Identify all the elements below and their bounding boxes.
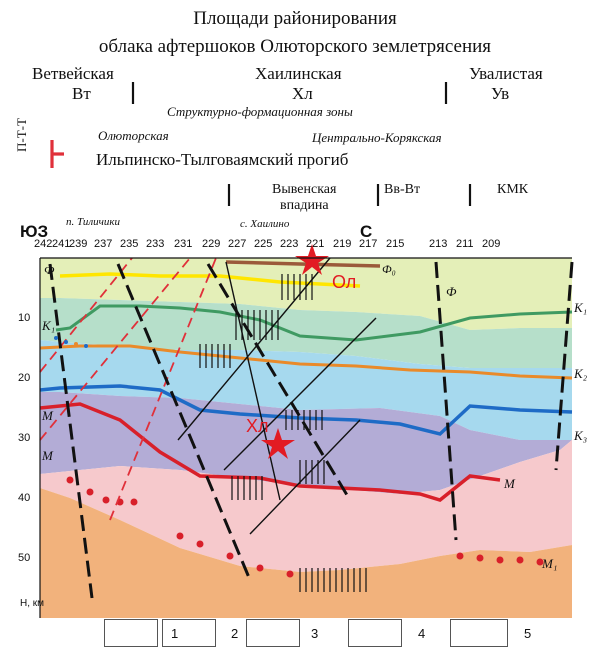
- layer-green: [40, 298, 572, 368]
- region-center-code: Хл: [292, 84, 313, 103]
- faults-red-dashed: [39, 257, 217, 521]
- depth-label: 50: [18, 552, 31, 564]
- legend-label-3: 3: [311, 626, 319, 641]
- boundary-m-red: [39, 402, 501, 502]
- label-m1-right: M₁: [542, 556, 558, 571]
- picket-label: 231: [174, 238, 193, 250]
- trough-label: Ильпинско-Тылговаямский прогиб: [96, 150, 349, 169]
- picket-label: 211: [456, 238, 474, 250]
- zone-east: Центрально-Корякская: [312, 130, 442, 145]
- boundary-phi0-brown: [225, 260, 381, 268]
- hatch-zone-2: [235, 310, 279, 340]
- hatch-zone-3: [199, 344, 231, 368]
- picket-label: 225: [254, 238, 273, 250]
- depth-label: 10: [18, 312, 31, 324]
- depth-label: 40: [18, 492, 31, 504]
- region-left-code: Вт: [72, 84, 91, 103]
- label-k3-right: K₃: [574, 428, 588, 443]
- layer-pink: [40, 440, 572, 572]
- picket-label: 221: [306, 238, 325, 250]
- picket-label: 237: [94, 238, 113, 250]
- depth-label: 30: [18, 432, 31, 444]
- zones-caption: Структурно-формационная зоны: [167, 104, 353, 119]
- faults-black-dashed: [48, 261, 574, 599]
- picket-label: 209: [482, 238, 501, 250]
- compass-left: ЮЗ: [20, 222, 49, 241]
- layer-stack: [40, 258, 572, 618]
- depth-label: 20: [18, 372, 31, 384]
- legend-box-1: [104, 619, 158, 647]
- structure-symbol-icon: [50, 140, 64, 168]
- label-phi-mid: Ф: [446, 284, 457, 299]
- zone-kmk: КМК: [497, 182, 529, 197]
- region-left-name: Ветвейская: [32, 64, 114, 83]
- picket-label: 215: [386, 238, 405, 250]
- hatch-zone-1: [281, 274, 313, 300]
- legend-label-4: 4: [418, 626, 426, 641]
- title-line-1: Площади районирования: [193, 8, 397, 29]
- boundary-m1-dots: [66, 476, 544, 578]
- picket-label: 223: [280, 238, 299, 250]
- dotted-boundary: [54, 336, 88, 348]
- depression-line-1: Вывенская: [272, 182, 337, 197]
- legend-box-3: [246, 619, 300, 647]
- legend-box-2: [162, 619, 216, 647]
- label-k1-left: K₁: [42, 318, 56, 333]
- depression-line-2: впадина: [280, 198, 329, 213]
- picket-label: 242: [34, 238, 53, 250]
- label-k1-right: K₁: [574, 300, 588, 315]
- place-mid: с. Хаилино: [240, 218, 290, 230]
- region-right-code: Ув: [491, 84, 510, 103]
- region-center-name: Хаилинская: [255, 64, 342, 83]
- place-left: п. Тиличики: [66, 216, 121, 228]
- layer-violet: [40, 392, 572, 494]
- layer-orange: [40, 488, 572, 618]
- picket-label: 235: [120, 238, 139, 250]
- picket-label: 233: [146, 238, 165, 250]
- hatch-zone-6: [299, 568, 367, 592]
- label-phi-left: Ф: [44, 262, 55, 277]
- picket-label: 217: [359, 238, 378, 250]
- picket-label: 219: [333, 238, 352, 250]
- zone-west: Олюторская: [98, 128, 169, 143]
- label-phi0: Ф₀: [382, 262, 396, 276]
- picket-label: 227: [228, 238, 247, 250]
- boundary-phi-yellow: [59, 272, 361, 288]
- depth-axis-label: H, км: [20, 598, 45, 609]
- title-line-2: облака афтершоков Олюторского землетрясе…: [98, 36, 492, 57]
- compass-right: С: [360, 222, 373, 241]
- boundary-k2-orange: [39, 344, 573, 380]
- hatch-zones: [199, 274, 367, 592]
- legend-label-5: 5: [524, 626, 532, 641]
- label-m-right: M: [504, 476, 515, 491]
- picket-label: 213: [429, 238, 448, 250]
- quake-ol-label: Ол: [332, 272, 357, 292]
- legend-box-4: [348, 619, 402, 647]
- picket-label: 241: [52, 238, 71, 250]
- zone-vv-vt: Вв-Вт: [384, 182, 421, 197]
- legend-label-2: 2: [231, 626, 239, 641]
- legend-box-5: [450, 619, 508, 647]
- boundary-k3-blue: [39, 384, 573, 436]
- earthquake-hl-star-icon: [261, 428, 295, 459]
- label-k2-right: K₂: [574, 366, 588, 381]
- earthquake-ol-star-icon: [295, 244, 329, 275]
- hatch-zone-5: [231, 460, 325, 500]
- picket-label: 229: [202, 238, 221, 250]
- region-right-name: Увалистая: [469, 64, 543, 83]
- aftershock-lines: [177, 257, 377, 535]
- legend-label-1: 1: [171, 626, 179, 641]
- hatch-zone-4: [285, 410, 323, 430]
- quake-hl-label: Хл: [246, 416, 269, 436]
- label-m-left-2: M: [42, 448, 53, 463]
- picket-label: 239: [69, 238, 88, 250]
- label-m-left-1: M: [42, 408, 53, 423]
